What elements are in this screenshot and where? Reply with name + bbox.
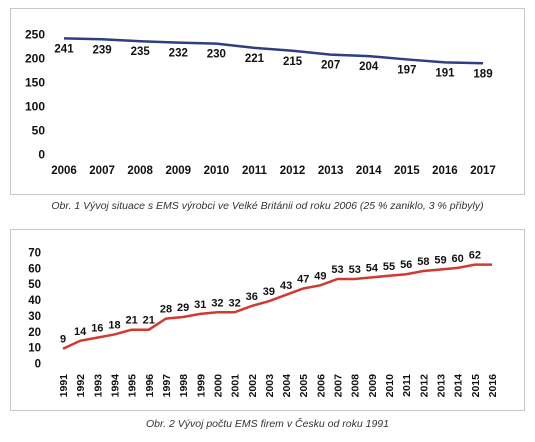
x-tick-label: 2004 [281, 374, 293, 398]
x-tick-label: 1993 [92, 374, 104, 398]
x-tick-label: 2005 [298, 374, 310, 398]
x-tick-label: 1992 [75, 374, 87, 398]
x-tick-label: 1998 [178, 374, 190, 398]
data-label: 207 [321, 60, 340, 72]
y-tick-label: 250 [25, 28, 45, 42]
x-tick-label: 2008 [127, 165, 153, 177]
x-tick-label: 2010 [204, 165, 230, 177]
x-tick-label: 2006 [315, 374, 327, 398]
chart-2: 0 10 20 30 40 50 60 70 1991 1992 1993 1994 1995 1996… [28, 248, 499, 398]
data-label: 16 [91, 323, 103, 335]
x-tick-label: 2016 [487, 374, 499, 398]
x-tick-label: 2007 [89, 165, 115, 177]
y-tick-label: 200 [25, 52, 45, 66]
series-line [63, 37, 484, 65]
data-label: 197 [397, 64, 416, 76]
x-tick-label: 1991 [58, 374, 70, 398]
data-label: 189 [473, 68, 492, 80]
data-label: 232 [169, 48, 188, 60]
data-label: 215 [283, 56, 303, 68]
x-tick-label: 2012 [418, 374, 430, 398]
x-tick-label: 2014 [453, 374, 465, 398]
data-label: 241 [54, 43, 74, 55]
x-tick-label: 2011 [401, 374, 413, 397]
data-label: 14 [74, 326, 87, 338]
data-label: 230 [207, 49, 226, 61]
data-label: 55 [383, 261, 395, 273]
y-tick-label: 150 [25, 76, 45, 90]
x-tick-label: 1999 [195, 374, 207, 398]
data-label: 9 [60, 334, 66, 346]
data-label: 59 [434, 254, 446, 266]
data-label: 54 [366, 262, 379, 274]
x-tick-label: 2000 [212, 374, 224, 398]
data-label: 28 [160, 304, 172, 316]
data-label: 32 [211, 297, 223, 309]
y-tick-label: 20 [28, 327, 41, 339]
x-tick-label: 2010 [384, 374, 396, 398]
y-tick-label: 10 [28, 343, 41, 355]
x-tick-label: 1996 [144, 374, 156, 398]
x-tick-label: 2011 [242, 165, 268, 177]
y-tick-label: 70 [28, 248, 41, 260]
series-line [62, 263, 492, 350]
data-label: 62 [469, 250, 481, 262]
x-tick-label: 2015 [470, 374, 482, 398]
data-label: 191 [435, 67, 455, 79]
x-tick-label: 2009 [367, 374, 379, 398]
chart-1-caption: Obr. 1 Vývoj situace s EMS výrobci ve Ve… [51, 200, 484, 212]
data-label: 49 [314, 270, 326, 282]
data-label: 53 [349, 264, 361, 276]
x-tick-label: 2014 [356, 165, 382, 177]
x-tick-label: 2016 [432, 165, 458, 177]
data-label: 36 [246, 291, 258, 303]
y-tick-label: 0 [35, 359, 41, 371]
x-tick-label: 2007 [333, 374, 345, 398]
y-tick-label: 0 [38, 148, 45, 162]
x-tick-label: 2002 [247, 374, 259, 398]
x-tick-label: 2013 [436, 374, 448, 398]
data-label: 235 [131, 46, 151, 58]
y-tick-label: 50 [28, 279, 41, 291]
x-tick-label: 1994 [109, 374, 121, 398]
x-tick-label: 2003 [264, 374, 276, 398]
x-tick-label: 2008 [350, 374, 362, 398]
data-label: 32 [228, 297, 240, 309]
data-label: 204 [359, 61, 379, 73]
y-tick-label: 60 [28, 263, 41, 275]
data-label: 60 [452, 253, 464, 265]
y-tick-label: 30 [28, 311, 41, 323]
x-tick-label: 2015 [394, 165, 420, 177]
data-label: 58 [417, 256, 429, 268]
y-tick-label: 40 [28, 295, 41, 307]
x-tick-label: 2006 [51, 165, 77, 177]
data-label: 47 [297, 273, 309, 285]
chart-1-frame: 0 50 100 150 200 250 2006 2007 2008 2009 2010 2011… [10, 8, 525, 195]
x-tick-label: 2017 [470, 165, 496, 177]
data-label: 239 [92, 44, 111, 56]
data-label: 56 [400, 259, 412, 271]
x-tick-label: 1997 [161, 374, 173, 398]
data-label: 31 [194, 299, 206, 311]
data-label: 221 [245, 53, 265, 65]
x-tick-label: 1995 [127, 374, 139, 398]
data-label: 43 [280, 280, 292, 292]
x-tick-label: 2001 [230, 374, 242, 398]
data-label: 21 [143, 315, 155, 327]
data-label: 39 [263, 286, 275, 298]
data-label: 29 [177, 302, 189, 314]
data-label: 18 [108, 319, 120, 331]
chart-1: 0 50 100 150 200 250 2006 2007 2008 2009 2010 2011… [25, 28, 496, 178]
x-tick-label: 2009 [165, 165, 191, 177]
x-tick-label: 2013 [318, 165, 344, 177]
x-tick-label: 2012 [280, 165, 306, 177]
chart-2-frame: 0 10 20 30 40 50 60 70 1991 1992 1993 1994 1995 1996… [10, 229, 525, 411]
y-tick-label: 100 [25, 100, 45, 114]
chart-2-caption: Obr. 2 Vývoj počtu EMS firem v Česku od … [146, 418, 389, 430]
data-label: 21 [126, 315, 138, 327]
y-tick-label: 50 [32, 124, 46, 138]
data-label: 53 [331, 264, 343, 276]
